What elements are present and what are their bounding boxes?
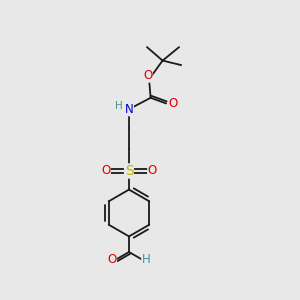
- Text: N: N: [124, 103, 134, 116]
- Text: O: O: [107, 253, 116, 266]
- Text: O: O: [148, 164, 157, 178]
- Text: H: H: [142, 253, 151, 266]
- Text: O: O: [143, 69, 152, 82]
- Text: S: S: [124, 164, 134, 178]
- Text: O: O: [101, 164, 110, 178]
- Text: O: O: [168, 97, 177, 110]
- Text: H: H: [115, 100, 122, 111]
